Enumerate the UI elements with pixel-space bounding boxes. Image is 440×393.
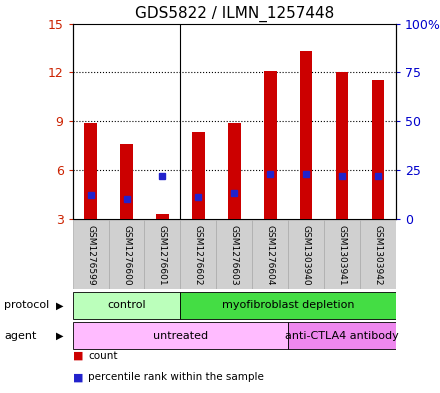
Bar	[192, 132, 205, 219]
Bar	[216, 220, 252, 289]
Bar	[84, 123, 97, 219]
Text: control: control	[107, 300, 146, 310]
Bar	[73, 220, 109, 289]
Text: GSM1303941: GSM1303941	[337, 224, 347, 285]
Title: GDS5822 / ILMN_1257448: GDS5822 / ILMN_1257448	[135, 6, 334, 22]
Text: GSM1276599: GSM1276599	[86, 224, 95, 285]
Bar	[180, 292, 396, 319]
Text: percentile rank within the sample: percentile rank within the sample	[88, 372, 264, 382]
Bar	[252, 220, 288, 289]
Bar	[156, 214, 169, 219]
Text: untreated: untreated	[153, 331, 208, 341]
Text: ■: ■	[73, 351, 83, 361]
Bar	[360, 220, 396, 289]
Text: GSM1276603: GSM1276603	[230, 224, 239, 285]
Bar	[264, 71, 276, 219]
Bar	[324, 220, 360, 289]
Bar	[180, 220, 216, 289]
Text: GSM1303940: GSM1303940	[302, 224, 311, 285]
Text: myofibroblast depletion: myofibroblast depletion	[222, 300, 355, 310]
Text: ▶: ▶	[55, 331, 63, 341]
Bar	[144, 220, 180, 289]
Text: GSM1276600: GSM1276600	[122, 224, 131, 285]
Text: agent: agent	[4, 331, 37, 341]
Text: GSM1276602: GSM1276602	[194, 225, 203, 285]
Bar	[73, 292, 180, 319]
Bar	[73, 322, 288, 349]
Text: GSM1276601: GSM1276601	[158, 224, 167, 285]
Bar	[228, 123, 241, 219]
Text: GSM1276604: GSM1276604	[266, 225, 275, 285]
Bar	[288, 220, 324, 289]
Bar	[300, 51, 312, 219]
Bar	[372, 81, 384, 219]
Bar	[336, 72, 348, 219]
Text: count: count	[88, 351, 117, 361]
Bar	[288, 322, 396, 349]
Text: ▶: ▶	[55, 300, 63, 310]
Bar	[120, 144, 133, 219]
Bar	[109, 220, 144, 289]
Text: protocol: protocol	[4, 300, 50, 310]
Text: ■: ■	[73, 372, 83, 382]
Text: anti-CTLA4 antibody: anti-CTLA4 antibody	[285, 331, 399, 341]
Text: GSM1303942: GSM1303942	[374, 225, 382, 285]
